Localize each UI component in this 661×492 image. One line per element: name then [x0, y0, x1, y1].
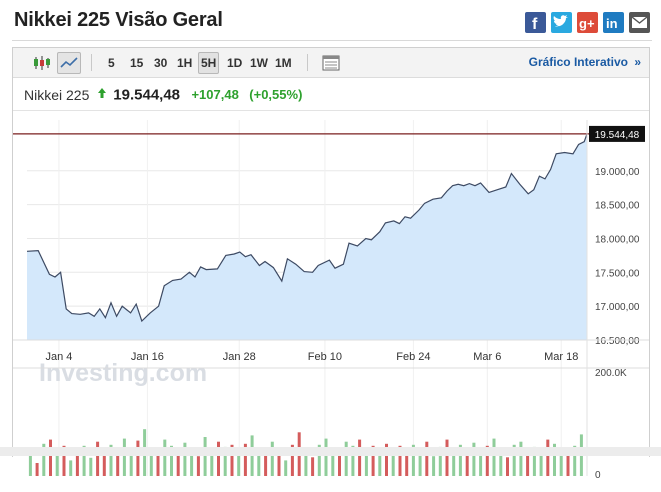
volume-bar: [358, 439, 362, 476]
x-tick-label: Feb 10: [308, 351, 342, 363]
title-divider: [12, 40, 652, 41]
chart-widget: 5 15 30 1H 5H 1D 1W 1M Gráfico Interativ…: [12, 47, 650, 481]
volume-max-label: 200.0K: [595, 368, 627, 379]
price-area-fill: [27, 133, 587, 340]
x-tick-label: Jan 4: [45, 351, 72, 363]
y-tick-label: 17.000,00: [595, 302, 640, 313]
y-tick-label: 17.500,00: [595, 268, 640, 279]
volume-bar: [89, 457, 93, 476]
instrument-name: Nikkei 225: [24, 86, 90, 103]
volume-bar: [163, 439, 167, 476]
linkedin-share-button[interactable]: in: [603, 12, 624, 33]
price-line: [26, 133, 588, 323]
email-share-button[interactable]: [629, 12, 650, 33]
facebook-icon: f: [532, 16, 538, 33]
interval-15[interactable]: 15: [130, 56, 144, 70]
interval-1w[interactable]: 1W: [250, 56, 268, 70]
twitter-icon: [553, 15, 568, 27]
volume-bar: [49, 439, 52, 476]
up-arrow-icon: [97, 88, 106, 98]
toolbar-separator: [91, 54, 92, 71]
x-tick-label: Jan 16: [131, 351, 164, 363]
volume-bar: [492, 438, 496, 476]
x-tick-label: Feb 24: [396, 351, 430, 363]
twitter-share-button[interactable]: [551, 12, 572, 33]
interval-30[interactable]: 30: [154, 56, 168, 70]
y-tick-label: 18.500,00: [595, 201, 640, 212]
volume-bar: [311, 457, 315, 476]
candlestick-icon: [34, 56, 50, 70]
volume-bar: [546, 439, 550, 476]
investing-watermark: Investing.com: [39, 359, 207, 387]
svg-text:f: f: [532, 16, 538, 33]
last-price-tag: [589, 125, 645, 142]
double-chevron-right-icon: »: [634, 55, 641, 69]
email-icon: [631, 16, 648, 28]
volume-bar: [116, 455, 120, 476]
volume-min-label: 0: [595, 470, 601, 481]
interval-5h[interactable]: 5H: [198, 52, 220, 74]
google-plus-icon: g+: [579, 16, 595, 31]
volume-bar: [196, 456, 200, 476]
volume-bar: [364, 453, 368, 476]
x-tick-label: Mar 6: [473, 351, 501, 363]
candlestick-chart-button[interactable]: [30, 52, 54, 74]
linkedin-icon: in: [606, 16, 618, 31]
volume-bar: [122, 438, 126, 476]
interval-1d[interactable]: 1D: [227, 56, 243, 70]
volume-bar: [445, 439, 449, 476]
table-view-button[interactable]: [319, 52, 343, 74]
interval-5[interactable]: 5: [108, 56, 115, 70]
volume-bar: [506, 457, 509, 476]
y-tick-label: 16.500,00: [595, 336, 640, 347]
area-chart-button[interactable]: [57, 52, 81, 74]
svg-text:in: in: [606, 16, 618, 31]
volume-bar: [566, 455, 570, 476]
interval-1m[interactable]: 1M: [275, 56, 292, 70]
volume-bar: [465, 452, 469, 476]
page-bottom-band: [0, 447, 661, 456]
volume-bar: [391, 455, 395, 476]
quote-divider: [13, 110, 649, 111]
volume-bar: [176, 455, 180, 476]
volume-bar: [432, 456, 436, 476]
interactive-chart-link[interactable]: Gráfico Interativo »: [529, 55, 641, 69]
toolbar-separator: [307, 54, 308, 71]
volume-bar: [324, 438, 328, 476]
last-price-tag-label: 19.544,48: [595, 130, 640, 141]
price-change-percent: (+0,55%): [249, 87, 303, 103]
svg-text:g+: g+: [579, 16, 595, 31]
facebook-share-button[interactable]: f: [525, 12, 546, 33]
volume-bar: [55, 452, 59, 476]
price-chart[interactable]: Investing.com 19.544,48 19.000,00 18.500,0…: [13, 112, 649, 492]
volume-bar: [237, 452, 241, 476]
price-change: +107,48: [191, 87, 239, 103]
page-title: Nikkei 225 Visão Geral: [14, 9, 223, 31]
table-icon: [322, 55, 340, 71]
chart-toolbar: 5 15 30 1H 5H 1D 1W 1M Gráfico Interativ…: [13, 48, 649, 78]
interval-1h[interactable]: 1H: [177, 56, 193, 70]
google-plus-share-button[interactable]: g+: [577, 12, 598, 33]
volume-bar: [479, 455, 483, 476]
quote-header: Nikkei 225 19.544,48 +107,48 (+0,55%): [24, 86, 302, 104]
x-tick-label: Mar 18: [544, 351, 578, 363]
volume-bar: [156, 453, 160, 476]
volume-bar: [35, 463, 39, 476]
x-tick-label: Jan 28: [223, 351, 256, 363]
area-chart-icon: [60, 57, 78, 68]
volume-bar: [526, 453, 530, 476]
volume-bar: [136, 440, 140, 476]
volume-bar: [264, 454, 268, 476]
volume-bar: [284, 460, 288, 476]
volume-bar: [203, 437, 207, 476]
y-tick-label: 19.000,00: [595, 167, 640, 178]
last-price: 19.544,48: [113, 86, 181, 104]
y-tick-label: 18.000,00: [595, 234, 640, 245]
interactive-chart-label: Gráfico Interativo: [528, 55, 628, 69]
volume-bar: [338, 454, 341, 476]
volume-bar: [69, 460, 73, 476]
